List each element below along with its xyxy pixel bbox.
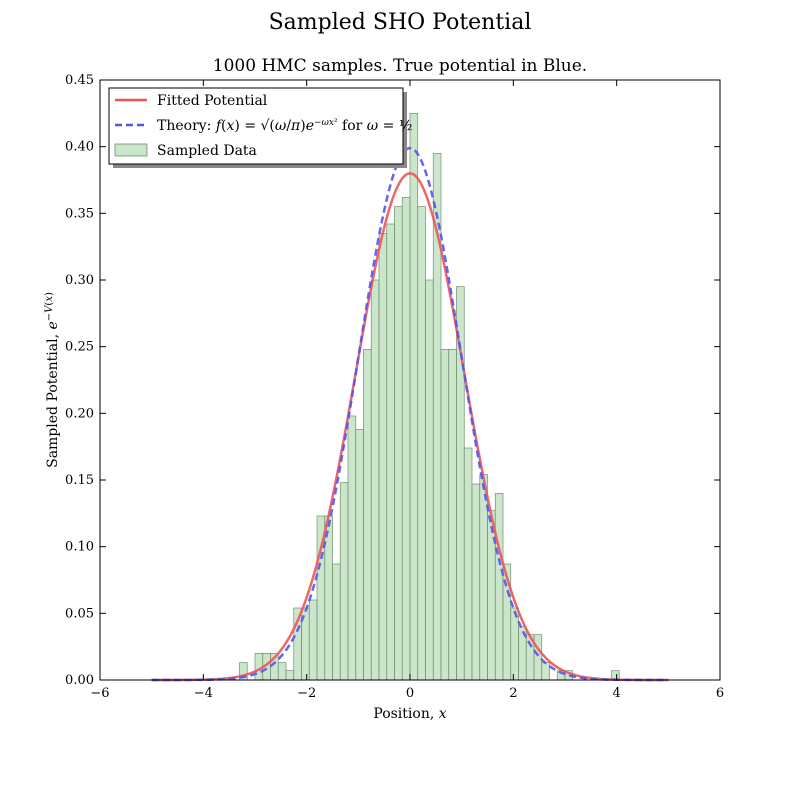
tick-layer: −6 −4 −2 0 2 4 6 0.00 0.05 0.10 0.15 0.20 0.25 0.30 0.… bbox=[65, 73, 724, 701]
y-tick-label: 0.25 bbox=[65, 340, 94, 355]
histogram-bar bbox=[308, 599, 318, 681]
y-axis-label: Sampled Potential, e−V(x) bbox=[44, 292, 62, 468]
legend-box bbox=[108, 87, 404, 165]
histogram-bar bbox=[401, 196, 411, 681]
legend-label-theory: Theory: f(x) = √(ω/π)e−ωx² for ω = ½ bbox=[157, 118, 412, 134]
y-tick-label: 0.45 bbox=[65, 73, 94, 88]
y-tick-label: 0.30 bbox=[65, 273, 94, 288]
histogram-bar bbox=[363, 348, 372, 681]
y-tick-label: 0.35 bbox=[65, 206, 94, 221]
histogram-bar bbox=[386, 223, 395, 681]
histogram-bar bbox=[409, 112, 419, 681]
histogram-bar bbox=[425, 279, 434, 681]
x-tick-label: 2 bbox=[509, 686, 517, 701]
histogram-bar bbox=[541, 662, 550, 681]
histogram-bar bbox=[487, 510, 496, 681]
chart-title: 1000 HMC samples. True potential in Blue… bbox=[212, 56, 588, 76]
x-tick-label: 0 bbox=[406, 686, 414, 701]
y-tick-label: 0.10 bbox=[65, 540, 94, 555]
x-tick-label: 4 bbox=[613, 686, 621, 701]
histogram-bar bbox=[448, 348, 457, 681]
histogram-bar bbox=[347, 415, 357, 681]
histogram-bar bbox=[324, 515, 333, 681]
legend-label-sampled: Sampled Data bbox=[157, 143, 257, 159]
x-axis-label: Position, x bbox=[373, 706, 446, 722]
histogram-bar bbox=[494, 492, 504, 681]
histogram-bar bbox=[471, 483, 481, 681]
histogram-bar bbox=[463, 447, 473, 681]
x-tick-label: −2 bbox=[297, 686, 316, 701]
histogram-bar bbox=[417, 206, 426, 681]
x-tick-label: −6 bbox=[90, 686, 109, 701]
y-tick-label: 0.20 bbox=[65, 406, 94, 421]
figure-suptitle: Sampled SHO Potential bbox=[268, 10, 532, 35]
histogram-bar bbox=[394, 206, 403, 681]
histogram-bar bbox=[378, 232, 388, 681]
histogram-bar bbox=[355, 428, 364, 681]
legend-swatch-sampled bbox=[114, 143, 148, 157]
curve-layer bbox=[151, 146, 669, 682]
histogram-bar bbox=[533, 634, 543, 681]
legend: Fitted Potential Theory: f(x) = √(ω/π)e−… bbox=[108, 87, 412, 168]
theory-line bbox=[151, 146, 669, 682]
y-tick-label: 0.05 bbox=[65, 606, 94, 621]
histogram-bar bbox=[332, 563, 341, 681]
histogram-bar bbox=[370, 279, 380, 681]
histogram-bar bbox=[285, 670, 295, 681]
histogram-bar bbox=[440, 348, 450, 681]
y-tick-label: 0.15 bbox=[65, 473, 94, 488]
x-tick-label: −4 bbox=[194, 686, 213, 701]
histogram-bar bbox=[277, 662, 287, 681]
histogram-bar bbox=[510, 607, 519, 681]
histogram-bars bbox=[239, 112, 620, 681]
legend-label-fitted: Fitted Potential bbox=[157, 93, 268, 109]
y-tick-label: 0.40 bbox=[65, 140, 94, 155]
x-tick-label: 6 bbox=[716, 686, 724, 701]
y-tick-label: 0.00 bbox=[65, 673, 94, 688]
histogram-bar bbox=[339, 482, 349, 681]
